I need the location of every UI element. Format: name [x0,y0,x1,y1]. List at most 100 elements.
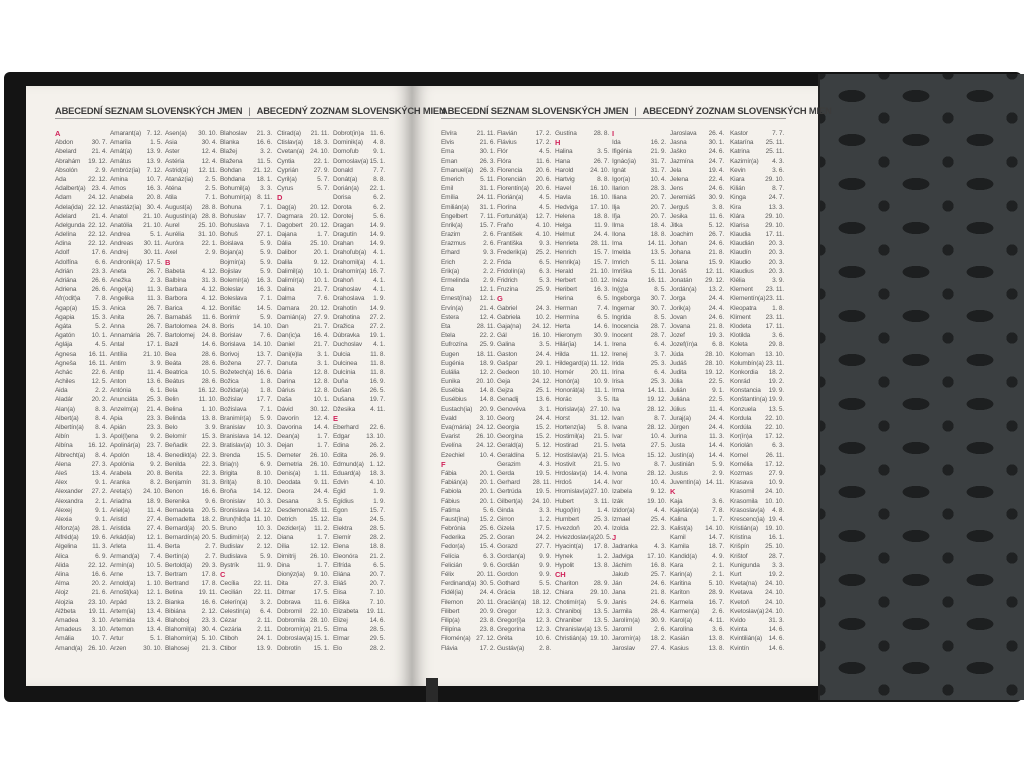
name-day-date: 8. 4. [95,451,107,459]
name-day-date: 12. 8. [313,387,330,395]
name-entry: Boleslava 7. 1. [220,294,274,303]
name-day-date: 27. 2. [369,313,386,321]
name: Eliáš [333,580,347,588]
bookmark-ribbon[interactable] [426,678,438,702]
name-day-date: 17. 2. [535,130,552,137]
name: Albín [55,433,70,441]
name-day-date: 27. 9. [313,166,330,174]
name: Krištof [730,552,748,560]
name: Ivo [612,460,621,468]
name: Hvezdoň [555,525,580,533]
name-day-date: 5. 9. [260,267,272,275]
letter-heading: C [220,570,226,579]
name-entry: Kara 2. 1. [670,561,726,570]
name-entry: Barbora 4. 12. [165,294,219,303]
name-day-date: 16. 6. [91,571,108,578]
name-day-date: 10. 9. [593,378,610,386]
name-day-date: 17. 8. [593,543,610,551]
name: Jadranka [612,543,638,551]
name-day-date: 4. 12. [201,267,218,275]
name-day-date: 26. 6. [91,277,108,284]
name-entry: Ilja 20. 7. [612,203,668,212]
name: Artemida [110,616,135,624]
name: Boislava [220,240,244,248]
name-entry: Chraniber 13. 5. [555,616,611,625]
name: Jozef [670,332,685,340]
name-entry: Hedviga 17. 10. [555,203,611,212]
name-day-date: 25. 10. [310,240,329,248]
name: Evelína [441,442,462,450]
name-day-date: 13. 9. [256,644,273,652]
name-entry: Judáš 28. 10. [670,359,726,368]
name: Demeter [277,451,301,459]
name-entry: Abrahám 19. 12. [55,157,109,166]
name: Ela [333,515,342,523]
name-entry: Jarolím(a) 30. 9. [612,616,668,625]
name-entry: Henrieta 28. 11. [555,239,611,248]
name: Babeta [165,267,185,275]
name: Algelina [55,543,77,551]
name: Alexander [55,488,83,496]
name-day-date: 1. 11. [314,469,329,477]
name: Egídius [333,497,354,505]
name: Georgína [497,433,523,441]
name: Jarmila [612,607,632,615]
name-day-date: 24. 12. [476,442,495,450]
name-entry: Izák 19. 10. [612,497,668,506]
name-day-date: 29. 10. [765,221,784,229]
name-day-date: 22. 3. [201,442,218,450]
name-entry: Etela 22. 2. [441,331,497,340]
name-day-date: 16. 2. [650,139,667,147]
name-entry: Inocencia 28. 7. [612,322,668,331]
name-day-date: 25. 3. [650,378,667,386]
name-entry: Dávid 30. 12. [277,405,331,414]
name-day-date: 4. 3. [539,460,551,468]
name-entry: Dalila 9. 12. [277,258,331,267]
name: Borislav [220,332,242,340]
name: Aranka [110,479,130,487]
name: Inocent [612,332,633,340]
name: Filip(a) [441,616,460,624]
name: Deora [277,488,294,496]
name-day-date: 28. 4. [650,607,667,615]
name-entry: Brun(hild)a 11. 10. [220,515,274,524]
name: Aida [55,387,68,395]
name-day-date: 4. 1. [373,249,385,257]
name-day-date: 14. 4. [593,479,610,487]
name: Kamila [670,543,689,551]
name-day-date: 25. 9. [479,341,496,349]
name-day-date: 12. 1. [146,534,163,542]
name: Axel [165,249,178,257]
name-entry: Adelard 21. 4. [55,212,109,221]
name-entry: Antal 17. 1. [110,340,164,349]
letter-heading: B [165,257,171,267]
name-entry: Gustáv(a) 2. 8. [497,644,553,653]
name-entry: Dag(a) 20. 12. [277,203,331,212]
name-day-date: 30. 12. [310,405,329,413]
name-entry: Jelena 22. 4. [670,175,726,184]
name-day-date: 30. 9. [650,616,667,624]
name-day-date: 21. 4. [91,148,108,156]
name-entry: Dragan 14. 9. [333,221,387,230]
name-day-date: 3. 1. [317,350,329,358]
name-entry: Genovéva 3. 1. [497,405,553,414]
name: Blahoslav [220,130,247,137]
name-entry: Imrich 5. 11. [612,258,668,267]
name-entry: Agneša 16. 11. [55,359,109,368]
name: Klaudián [730,240,755,248]
name-day-date: 16. 3. [256,277,273,284]
name-entry: Agapia 15. 3. [55,313,109,322]
name: Bojmír(a) [220,258,246,266]
name: Dobromila [277,616,306,624]
name: Honorát(a) [555,387,585,395]
name-entry: Antip 11. 4. [110,368,164,377]
name-entry: Edina 26. 2. [333,441,387,450]
name-entry: Dalina 21. 7. [277,285,331,294]
name: Dorotej [333,212,353,220]
name-column: Blahoslav 21. 3. Blanka 16. 6. Blažej 3. 2. Bl… [220,129,274,653]
name: Izabela [612,488,632,496]
name-day-date: 19. 12. [647,396,666,404]
name-entry: Kvetava 24. 10. [730,588,786,597]
name-day-date: 1. 4. [597,506,609,514]
name-day-date: 21. 3. [201,644,218,652]
